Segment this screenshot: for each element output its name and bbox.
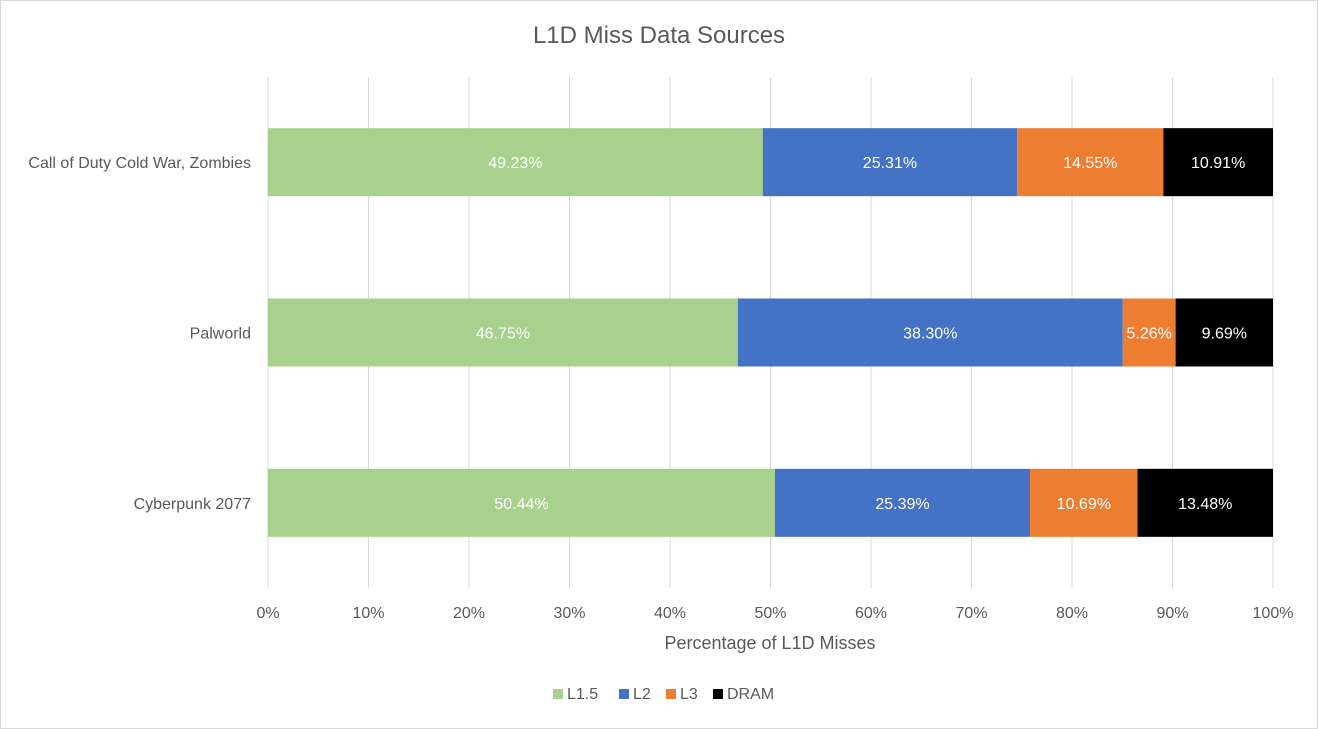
bar-segment-l3 [1122, 298, 1176, 367]
bar-segment-l1-5 [268, 128, 763, 197]
bar-segment-dram [1137, 468, 1273, 537]
bar-segment-dram [1175, 298, 1273, 367]
legend-label: DRAM [727, 686, 774, 703]
data-label: 50.44% [494, 496, 548, 513]
x-tick-label: 10% [352, 605, 384, 622]
x-tick-label: 0% [256, 605, 279, 622]
legend-swatch [619, 689, 629, 699]
x-tick-label: 80% [1056, 605, 1088, 622]
legend-label: L1.5 [567, 686, 598, 703]
x-axis-ticks: 0% 10% 20% 30% 40% 50% 60% 70% 80% 90% 100% [256, 605, 1293, 622]
bar-segment-l2 [762, 128, 1018, 197]
bar-segment-l2 [737, 298, 1123, 367]
x-tick-label: 90% [1156, 605, 1188, 622]
data-label: 25.31% [863, 155, 917, 172]
category-label: Call of Duty Cold War, Zombies [28, 155, 251, 172]
category-label: Cyberpunk 2077 [134, 496, 252, 513]
data-label: 13.48% [1178, 496, 1232, 513]
bar-segment-l3 [1030, 468, 1138, 537]
legend: L1.5 L2 L3 DRAM [553, 686, 774, 703]
data-label: 14.55% [1063, 155, 1117, 172]
data-label: 10.69% [1057, 496, 1111, 513]
data-label: 25.39% [875, 496, 929, 513]
y-axis-categories: Call of Duty Cold War, Zombies Palworld Cy… [28, 155, 251, 513]
x-tick-label: 100% [1253, 605, 1294, 622]
bar-segment-l3 [1017, 128, 1164, 197]
x-tick-label: 60% [855, 605, 887, 622]
x-tick-label: 20% [453, 605, 485, 622]
x-tick-label: 30% [553, 605, 585, 622]
bar-segment-l2 [774, 468, 1031, 537]
x-tick-label: 40% [654, 605, 686, 622]
x-tick-label: 50% [754, 605, 786, 622]
chart-title: L1D Miss Data Sources [533, 22, 785, 49]
legend-label: L2 [633, 686, 651, 703]
legend-label: L3 [680, 686, 698, 703]
legend-swatch [713, 689, 723, 699]
category-label: Palworld [190, 326, 251, 343]
legend-swatch [553, 689, 563, 699]
x-tick-label: 70% [955, 605, 987, 622]
data-label: 38.30% [903, 326, 957, 343]
x-axis-title: Percentage of L1D Misses [664, 633, 875, 653]
legend-swatch [666, 689, 676, 699]
data-label: 10.91% [1191, 155, 1245, 172]
data-label: 9.69% [1202, 326, 1247, 343]
data-label: 49.23% [488, 155, 542, 172]
bar-segment-l1-5 [268, 298, 738, 367]
data-label: 46.75% [476, 326, 530, 343]
plot-bars: 49.23% 25.31% 14.55% 10.91% 46.75% 38.30% 5.26… [268, 128, 1273, 537]
bar-segment-l1-5 [268, 468, 775, 537]
data-label: 5.26% [1126, 326, 1171, 343]
bar-segment-dram [1163, 128, 1273, 197]
